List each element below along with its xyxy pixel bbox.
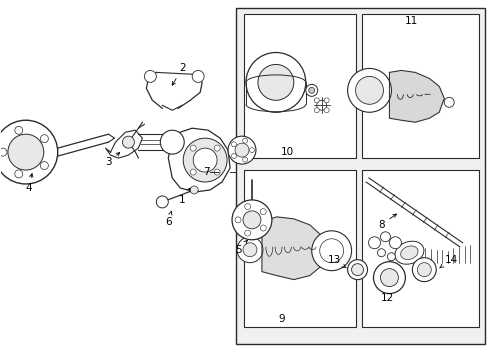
Polygon shape [168, 128, 229, 192]
Circle shape [160, 130, 184, 154]
Circle shape [214, 145, 220, 151]
Text: 5: 5 [234, 240, 247, 255]
Circle shape [380, 269, 398, 287]
Circle shape [8, 134, 44, 170]
Circle shape [319, 239, 343, 263]
Circle shape [41, 135, 48, 143]
Bar [244, 14, 355, 158]
Circle shape [237, 237, 263, 263]
Text: 3: 3 [105, 153, 120, 167]
Text: 8: 8 [377, 214, 396, 230]
Text: 2: 2 [172, 63, 185, 85]
Text: 11: 11 [404, 15, 417, 26]
Circle shape [245, 53, 305, 112]
Circle shape [347, 68, 390, 112]
Circle shape [258, 64, 293, 100]
Circle shape [183, 138, 226, 182]
Circle shape [243, 243, 256, 257]
Circle shape [235, 143, 248, 157]
Text: 7—: 7— [203, 167, 220, 177]
Circle shape [244, 204, 250, 210]
Text: 1: 1 [179, 188, 190, 205]
Circle shape [193, 148, 217, 172]
Text: 6: 6 [164, 211, 172, 227]
Polygon shape [148, 72, 200, 108]
Circle shape [156, 196, 168, 208]
Circle shape [260, 225, 265, 231]
Ellipse shape [400, 246, 417, 260]
Polygon shape [105, 130, 142, 158]
Text: 10: 10 [281, 147, 294, 157]
Circle shape [15, 126, 23, 134]
Circle shape [314, 98, 319, 103]
Circle shape [373, 262, 405, 293]
Text: 14: 14 [439, 255, 457, 268]
Circle shape [190, 169, 196, 175]
Circle shape [311, 231, 351, 271]
Circle shape [416, 263, 430, 276]
Circle shape [190, 186, 198, 194]
Circle shape [324, 98, 328, 103]
Circle shape [0, 120, 58, 184]
Circle shape [377, 249, 385, 257]
Circle shape [242, 157, 247, 162]
Circle shape [388, 237, 401, 249]
Text: 4: 4 [25, 174, 33, 193]
Circle shape [443, 97, 453, 107]
Circle shape [380, 232, 389, 242]
Ellipse shape [394, 241, 423, 264]
Circle shape [231, 153, 236, 158]
Circle shape [249, 148, 254, 153]
Bar [361, 14, 478, 158]
Circle shape [305, 84, 317, 96]
Circle shape [242, 138, 247, 143]
Circle shape [368, 237, 380, 249]
Text: 9: 9 [278, 314, 285, 324]
Circle shape [324, 108, 328, 113]
Circle shape [314, 108, 319, 113]
Circle shape [260, 209, 265, 215]
Circle shape [232, 200, 271, 240]
Circle shape [15, 170, 23, 178]
Circle shape [122, 136, 134, 148]
Circle shape [355, 76, 383, 104]
Polygon shape [388, 71, 443, 122]
Circle shape [411, 258, 435, 282]
Circle shape [41, 162, 48, 170]
Circle shape [144, 71, 156, 82]
Circle shape [192, 71, 203, 82]
Bar [361, 170, 478, 328]
Polygon shape [262, 217, 323, 280]
Circle shape [0, 148, 7, 156]
Bar [236, 8, 484, 345]
Circle shape [244, 230, 250, 236]
Circle shape [231, 142, 236, 147]
Circle shape [235, 217, 241, 223]
Text: 13: 13 [327, 255, 346, 268]
Circle shape [227, 136, 255, 164]
Circle shape [214, 169, 220, 175]
Circle shape [190, 145, 196, 151]
Circle shape [351, 264, 363, 276]
Circle shape [316, 100, 326, 110]
Bar [244, 170, 355, 328]
Text: 12: 12 [380, 293, 393, 302]
Circle shape [386, 253, 395, 261]
Circle shape [308, 87, 314, 93]
Circle shape [347, 260, 367, 280]
Circle shape [243, 211, 261, 229]
